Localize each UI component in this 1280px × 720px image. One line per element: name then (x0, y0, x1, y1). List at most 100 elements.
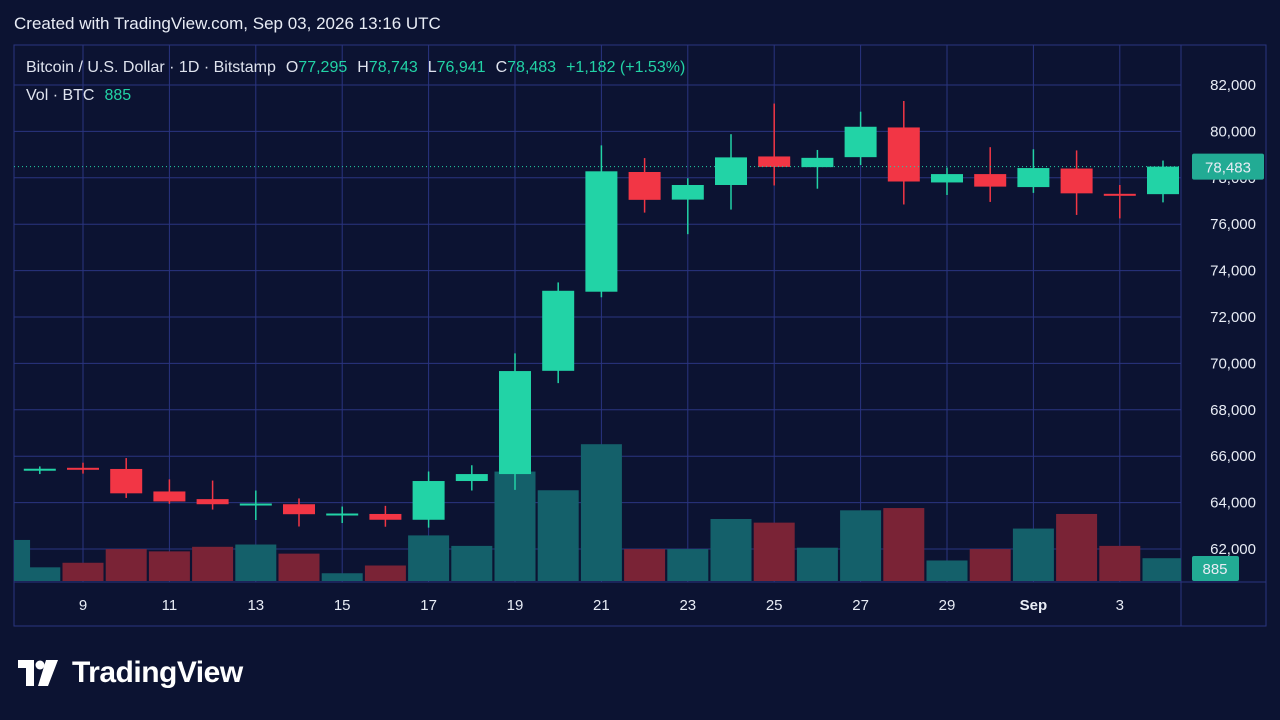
volume-bar (537, 490, 579, 581)
symbol-legend: Bitcoin / U.S. Dollar · 1D · Bitstamp O77… (26, 59, 685, 115)
candle-body (628, 172, 661, 200)
candle (153, 479, 186, 504)
volume-bar (62, 562, 104, 581)
candle (369, 505, 402, 527)
time-axis[interactable]: 9 11 13 15 17 19 21 23 25 27 29 Sep 3 (79, 597, 1124, 614)
price-axis[interactable]: 62,000 64,000 66,000 68,000 70,000 72,000 74,0… (1192, 77, 1264, 581)
legend-symbol: Bitcoin / U.S. Dollar · 1D · Bitstamp (26, 59, 276, 76)
tradingview-logo-icon (18, 660, 58, 686)
candle-body (1147, 166, 1179, 195)
candle-body (844, 126, 877, 158)
legend-volume-row: Vol · BTC 885 (26, 87, 685, 115)
volume-bar (624, 549, 666, 581)
time-tick-label: 23 (679, 597, 696, 614)
candle-body (239, 503, 272, 506)
volume-bar (883, 508, 925, 581)
volume-bar (710, 518, 752, 581)
legend-close-value: 78,483 (507, 59, 557, 76)
legend-open-value: 77,295 (298, 59, 348, 76)
time-tick-label: 19 (507, 597, 524, 614)
candle-body (110, 468, 143, 494)
candle (67, 462, 99, 474)
legend-low-value: 76,941 (436, 59, 486, 76)
candle-body (715, 157, 747, 185)
volume-bar (235, 544, 277, 581)
legend-volume-value: 885 (104, 87, 132, 104)
candle (715, 134, 747, 210)
price-tick-label: 64,000 (1210, 495, 1256, 512)
candle-body (153, 491, 186, 502)
volume-bar (926, 560, 968, 581)
candle (931, 167, 963, 195)
legend-volume-label: Vol · BTC (26, 87, 95, 104)
candle-body (542, 290, 575, 371)
volume-bar (19, 567, 61, 581)
time-tick-label: 25 (766, 597, 783, 614)
legend-close-label: C (495, 59, 508, 76)
volume-bar (105, 549, 147, 581)
volume-bar (321, 573, 363, 581)
candle (110, 458, 143, 498)
price-tick-label: 70,000 (1210, 355, 1256, 372)
candle (239, 490, 272, 520)
volume-bar (1056, 513, 1098, 581)
candle-body (1060, 168, 1093, 194)
volume-bar (969, 549, 1011, 581)
legend-low-label: L (427, 59, 437, 76)
volume-bar (278, 553, 320, 581)
candle (1147, 160, 1179, 203)
price-tick-label: 76,000 (1210, 216, 1256, 233)
candle (542, 282, 575, 384)
candle (326, 506, 359, 524)
candle-body (671, 184, 704, 200)
legend-high-value: 78,743 (368, 59, 418, 76)
price-tick-label: 80,000 (1210, 123, 1256, 140)
candle-body (585, 171, 618, 292)
volume-bar (192, 546, 234, 581)
legend-high-label: H (357, 59, 369, 76)
chart-frame (13, 44, 1267, 627)
time-tick-label: 27 (852, 597, 869, 614)
candle-body (758, 156, 791, 167)
candle (23, 466, 56, 475)
candle (1103, 184, 1136, 219)
last-price-tag (1192, 153, 1264, 180)
candle-body (1103, 193, 1136, 196)
time-tick-label: 15 (334, 597, 351, 614)
candle (628, 158, 661, 213)
volume-bar (667, 549, 709, 581)
candle (758, 103, 791, 186)
time-tick-label: 11 (162, 597, 178, 614)
price-tick-label: 72,000 (1210, 309, 1256, 326)
time-tick-label: 29 (939, 597, 956, 614)
time-tick-label: 17 (420, 597, 437, 614)
volume-bar (1099, 545, 1141, 581)
price-tick-label: 68,000 (1210, 402, 1256, 419)
legend-change: +1,182 (+1.53%) (566, 59, 686, 76)
legend-open-label: O (285, 59, 299, 76)
time-tick-label: 3 (1116, 597, 1124, 614)
candle-body (196, 499, 229, 505)
volume-bar (408, 535, 450, 581)
candle (196, 480, 229, 510)
time-tick-label: Sep (1020, 597, 1048, 614)
candle-body (801, 157, 834, 168)
volume-bar (796, 547, 838, 581)
last-volume-label: 885 (1202, 561, 1227, 578)
candle-body (67, 467, 99, 470)
candle-body (283, 504, 315, 515)
last-volume-tag (1192, 556, 1239, 581)
candle-body (1017, 168, 1050, 188)
volume-bar (1142, 558, 1181, 581)
volume-bar (364, 565, 406, 581)
candle-body (412, 481, 445, 520)
candle-body (887, 127, 920, 182)
price-tick-label: 74,000 (1210, 263, 1256, 280)
price-tick-label: 62,000 (1210, 541, 1256, 558)
chart-caption: Created with TradingView.com, Sep 03, 20… (14, 14, 441, 33)
candle (887, 101, 920, 205)
candle (974, 147, 1007, 202)
time-tick-label: 9 (79, 597, 87, 614)
candle (585, 145, 618, 298)
